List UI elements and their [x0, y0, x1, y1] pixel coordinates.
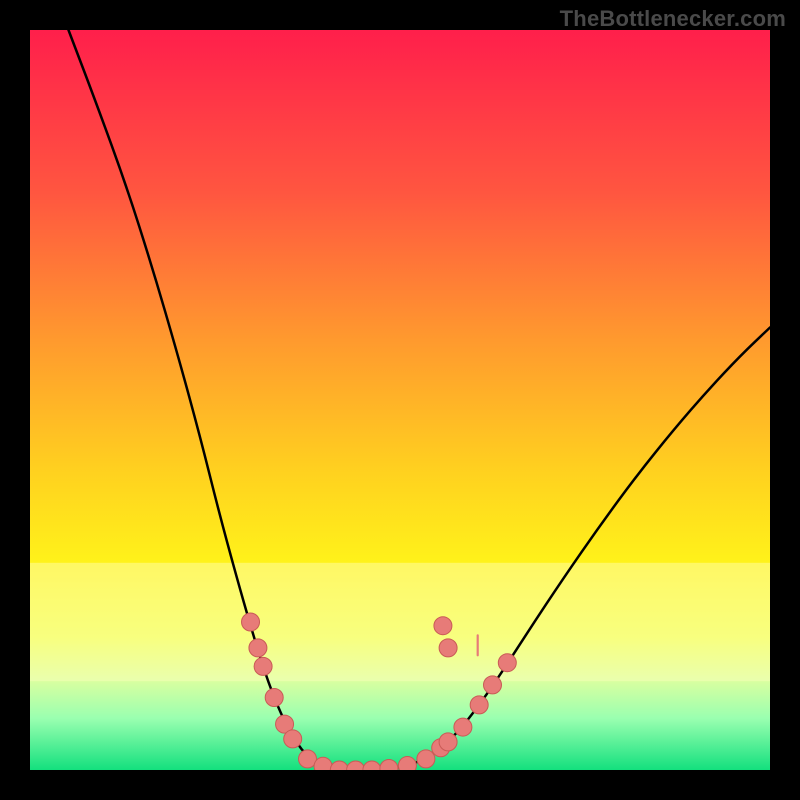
watermark-text: TheBottlenecker.com [560, 6, 786, 32]
chart-frame [0, 0, 800, 800]
chart-stage: TheBottlenecker.com [0, 0, 800, 800]
